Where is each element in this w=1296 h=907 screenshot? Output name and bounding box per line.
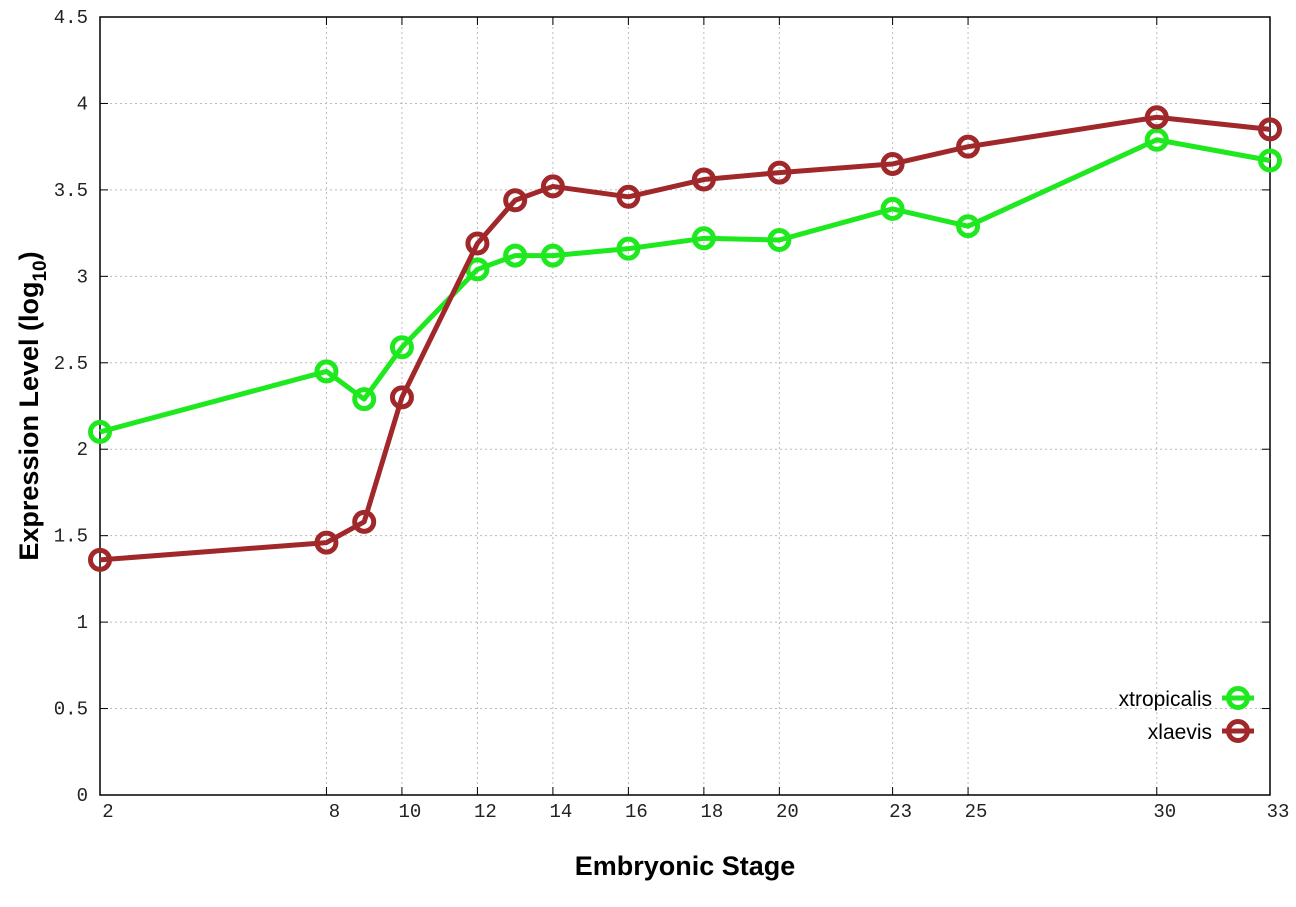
y-tick-label: 0: [77, 785, 88, 807]
data-point-xlaevis: [465, 231, 490, 256]
data-point-xtropicalis: [540, 243, 565, 268]
data-point-xlaevis: [1144, 105, 1169, 130]
x-axis-title: Embryonic Stage: [575, 851, 796, 881]
y-tick-label: 0.5: [54, 699, 88, 721]
y-tick-label: 4: [77, 93, 88, 115]
data-point-xlaevis: [540, 174, 565, 199]
y-tick-label: 4.5: [54, 7, 88, 29]
data-point-xlaevis: [880, 151, 905, 176]
legend-marker-xlaevis: [1226, 719, 1250, 743]
x-tick-label: 20: [776, 801, 799, 823]
y-tick-label: 2.5: [54, 353, 88, 375]
y-axis-title-main: Expression Level (log: [14, 282, 44, 561]
legend-label-xtropicalis: xtropicalis: [1119, 688, 1212, 711]
y-tick-label: 2: [77, 439, 88, 461]
data-point-xtropicalis: [389, 335, 414, 360]
x-tick-label: 23: [889, 801, 912, 823]
data-point-xlaevis: [767, 160, 792, 185]
data-point-xtropicalis: [88, 419, 112, 444]
data-point-xtropicalis: [767, 228, 792, 253]
data-point-xtropicalis: [956, 214, 981, 239]
data-point-xlaevis: [314, 530, 339, 555]
x-tick-label: 33: [1267, 801, 1290, 823]
x-tick-label: 10: [399, 801, 422, 823]
data-point-xlaevis: [1258, 117, 1282, 142]
y-axis-title-subscript: 10: [30, 260, 51, 281]
series-line-xlaevis: [99, 114, 1271, 563]
y-axis-title-close: ): [14, 251, 44, 260]
data-point-xlaevis: [88, 547, 112, 572]
y-axis-title: Expression Level (log10): [14, 251, 51, 560]
data-point-xtropicalis: [1144, 127, 1169, 152]
x-tick-label: 30: [1153, 801, 1176, 823]
y-tick-label: 1: [77, 612, 88, 634]
plot-frame: [99, 16, 1271, 796]
data-point-xlaevis: [389, 385, 414, 410]
data-point-xtropicalis: [880, 196, 905, 221]
data-point-xtropicalis: [352, 387, 377, 412]
data-point-xtropicalis: [691, 226, 716, 251]
x-tick-label: 12: [474, 801, 497, 823]
data-point-xlaevis: [691, 167, 716, 192]
data-point-xlaevis: [352, 509, 377, 534]
x-tick-label: 16: [625, 801, 648, 823]
x-tick-label: 2: [102, 801, 113, 823]
data-point-xlaevis: [956, 134, 981, 159]
series-layer: [88, 105, 1282, 572]
x-tick-label: 25: [965, 801, 988, 823]
data-point-xtropicalis: [1258, 148, 1282, 173]
y-tick-label: 3.5: [54, 180, 88, 202]
data-point-xlaevis: [503, 188, 528, 213]
legend-marker-xtropicalis: [1226, 686, 1250, 710]
grid: [100, 17, 1270, 795]
x-tick-label: 14: [549, 801, 572, 823]
y-tick-label: 3: [77, 266, 88, 288]
y-tick-label: 1.5: [54, 526, 88, 548]
x-tick-label: 18: [700, 801, 723, 823]
ticks: 0 0.5 1 1.5 2 2.5 3 3.5 4 4.5 2 8 10 12 14 16 18 20 23 25 30…: [54, 7, 1290, 823]
x-tick-label: 8: [329, 801, 340, 823]
legend: xtropicalis xlaevis: [1119, 686, 1254, 744]
legend-label-xlaevis: xlaevis: [1148, 721, 1212, 744]
data-point-xtropicalis: [503, 243, 528, 268]
data-point-xtropicalis: [314, 359, 339, 384]
data-point-xtropicalis: [465, 257, 490, 282]
data-point-xlaevis: [616, 184, 641, 209]
data-point-xtropicalis: [616, 236, 641, 261]
